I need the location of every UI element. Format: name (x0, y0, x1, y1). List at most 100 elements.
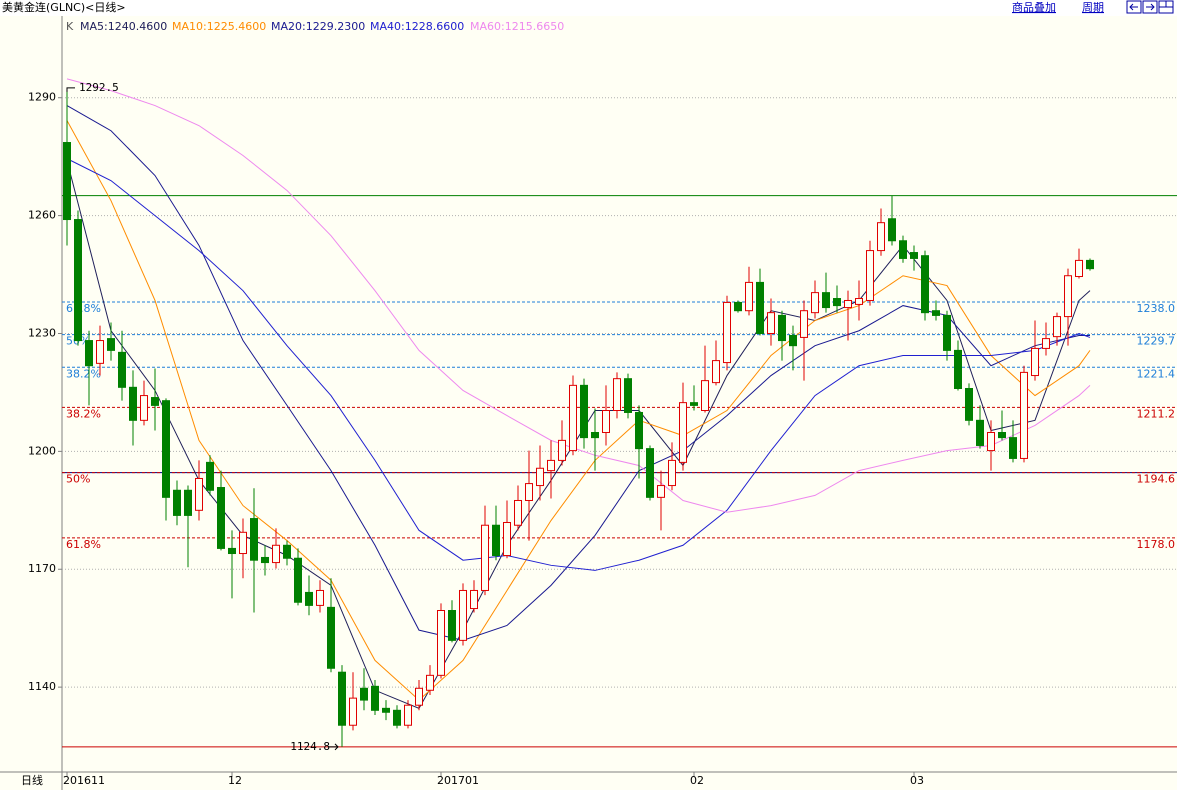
candle-body (921, 255, 929, 314)
candle-body (1075, 259, 1083, 278)
candle-body (327, 606, 335, 669)
x-tick-label: 12 (228, 774, 242, 787)
candle-body (338, 671, 346, 726)
candle-body (569, 384, 577, 452)
x-tick-label: 03 (910, 774, 924, 787)
candle-body (965, 387, 973, 421)
annotation: 1124.8 (290, 740, 330, 753)
y-tick-label: 1170 (28, 562, 56, 575)
candle-body (932, 310, 940, 316)
candle-body (283, 544, 291, 559)
panel-label: K (66, 20, 74, 33)
candle-body (723, 301, 731, 364)
candle-body (349, 697, 357, 726)
y-tick-label: 1200 (28, 444, 56, 457)
candle-body (811, 292, 819, 314)
candle-body (833, 298, 841, 307)
candle-body (822, 292, 830, 309)
candle-body (140, 395, 148, 421)
overlay-button[interactable]: 商品叠加 (1012, 0, 1056, 14)
candle-body (382, 707, 390, 713)
candle-body (1042, 338, 1050, 349)
level-pct: 61.8% (66, 302, 101, 315)
y-tick-label: 1140 (28, 680, 56, 693)
candle-body (679, 402, 687, 463)
candle-body (998, 432, 1006, 439)
candle-body (536, 467, 544, 487)
candle-body (976, 419, 984, 446)
legend-entry: MA10:1225.4600 (172, 20, 266, 33)
candle-body (701, 380, 709, 412)
candle-body (305, 591, 313, 606)
candle-body (173, 489, 181, 516)
icon-right[interactable] (1142, 0, 1158, 14)
x-tick-label: 201701 (437, 774, 479, 787)
candle-body (668, 459, 676, 487)
y-tick-label: 1260 (28, 209, 56, 222)
candle-body (63, 142, 71, 221)
candle-body (107, 338, 115, 351)
candle-body (272, 544, 280, 564)
candle-body (877, 222, 885, 252)
level-pct: 38.2% (66, 367, 101, 380)
candle-body (316, 589, 324, 606)
candle-body (118, 351, 126, 388)
candle-body (1020, 371, 1028, 459)
candle-body (888, 218, 896, 242)
candle-body (481, 524, 489, 591)
level-label: 1221.4 (1137, 367, 1176, 380)
candle-body (74, 219, 82, 342)
candle-body (206, 461, 214, 491)
icon-right-arrow (1146, 3, 1155, 11)
y-tick-label: 1230 (28, 326, 56, 339)
candle-body (800, 310, 808, 338)
candle-body (217, 487, 225, 549)
candle-body (712, 360, 720, 384)
icon-layout-lines (1159, 1, 1173, 8)
candle-body (85, 340, 93, 367)
nav-icons[interactable] (1126, 0, 1174, 14)
candle-body (250, 518, 258, 561)
candle-body (690, 402, 698, 406)
candle-body (371, 685, 379, 711)
candle-body (844, 299, 852, 309)
candle-body (404, 704, 412, 726)
level-label: 1211.2 (1137, 407, 1176, 420)
candle-body (492, 524, 500, 556)
legend-entry: MA40:1228.6600 (370, 20, 464, 33)
candle-body (426, 674, 434, 691)
chart-title: 美黄金连(GLNC)<日线> (2, 0, 126, 14)
candle-body (239, 531, 247, 555)
candle-body (591, 432, 599, 439)
candle-body (646, 448, 654, 498)
candle-body (613, 378, 621, 412)
candle-body (987, 432, 995, 452)
candle-body (1053, 316, 1061, 338)
candle-body (580, 384, 588, 439)
candle-body (437, 610, 445, 676)
candle-body (360, 687, 368, 701)
icon-left[interactable] (1126, 0, 1142, 14)
level-label: 1178.0 (1137, 538, 1176, 551)
level-pct: 38.2% (66, 407, 101, 420)
legend-entry: MA20:1229.2300 (271, 20, 365, 33)
candle-body (1086, 259, 1094, 270)
x-tick-label: 02 (690, 774, 704, 787)
icon-left-arrow (1129, 3, 1138, 11)
candle-body (129, 386, 137, 421)
period-button[interactable]: 周期 (1082, 1, 1104, 14)
candle-body (635, 411, 643, 450)
candle-body (96, 340, 104, 364)
candle-body (602, 410, 610, 434)
candle-body (756, 281, 764, 334)
candle-body (855, 298, 863, 305)
candle-body (525, 483, 533, 501)
candle-body (1064, 275, 1072, 318)
level-label: 1238.0 (1137, 302, 1176, 315)
candle-body (448, 610, 456, 641)
candle-body (503, 521, 511, 556)
header-bar (0, 0, 1177, 16)
annotation-pointer (328, 743, 339, 751)
